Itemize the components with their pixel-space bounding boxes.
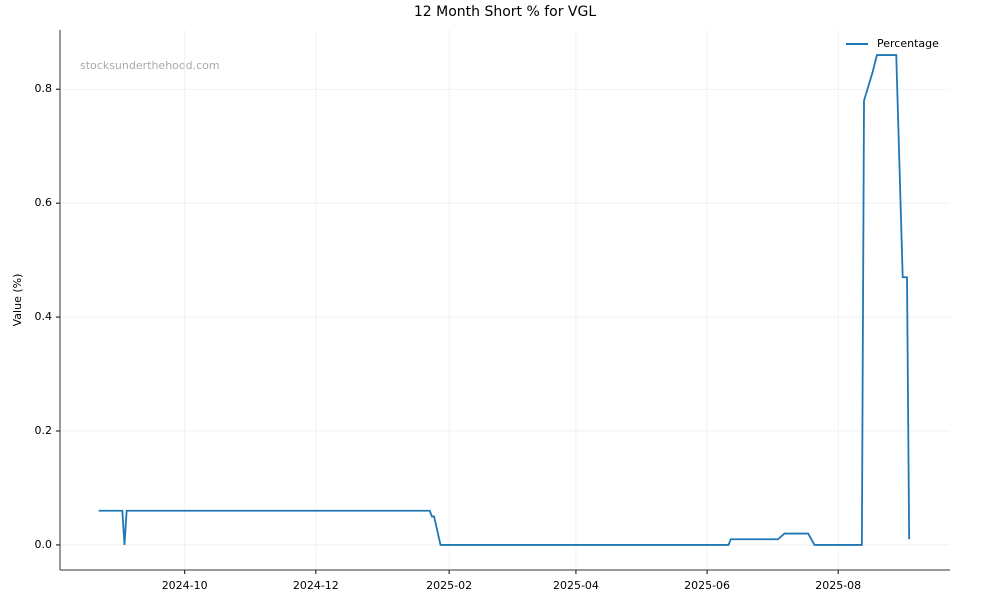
y-tick-label: 0.4 — [35, 310, 53, 323]
y-axis-label: Value (%) — [11, 274, 24, 327]
x-tick-label: 2024-12 — [293, 579, 339, 592]
y-tick-label: 0.0 — [35, 538, 53, 551]
x-tick-label: 2025-02 — [426, 579, 472, 592]
y-tick-label: 0.8 — [35, 82, 53, 95]
y-tick-label: 0.6 — [35, 196, 53, 209]
watermark: stocksunderthehood.com — [80, 59, 220, 72]
y-tick-label: 0.2 — [35, 424, 53, 437]
x-tick-label: 2025-06 — [684, 579, 730, 592]
x-tick-label: 2025-08 — [815, 579, 861, 592]
chart-title: 12 Month Short % for VGL — [414, 4, 596, 20]
x-tick-label: 2025-04 — [553, 579, 599, 592]
data-line — [98, 54, 911, 546]
x-tick-label: 2024-10 — [162, 579, 208, 592]
legend-label: Percentage — [877, 37, 939, 50]
